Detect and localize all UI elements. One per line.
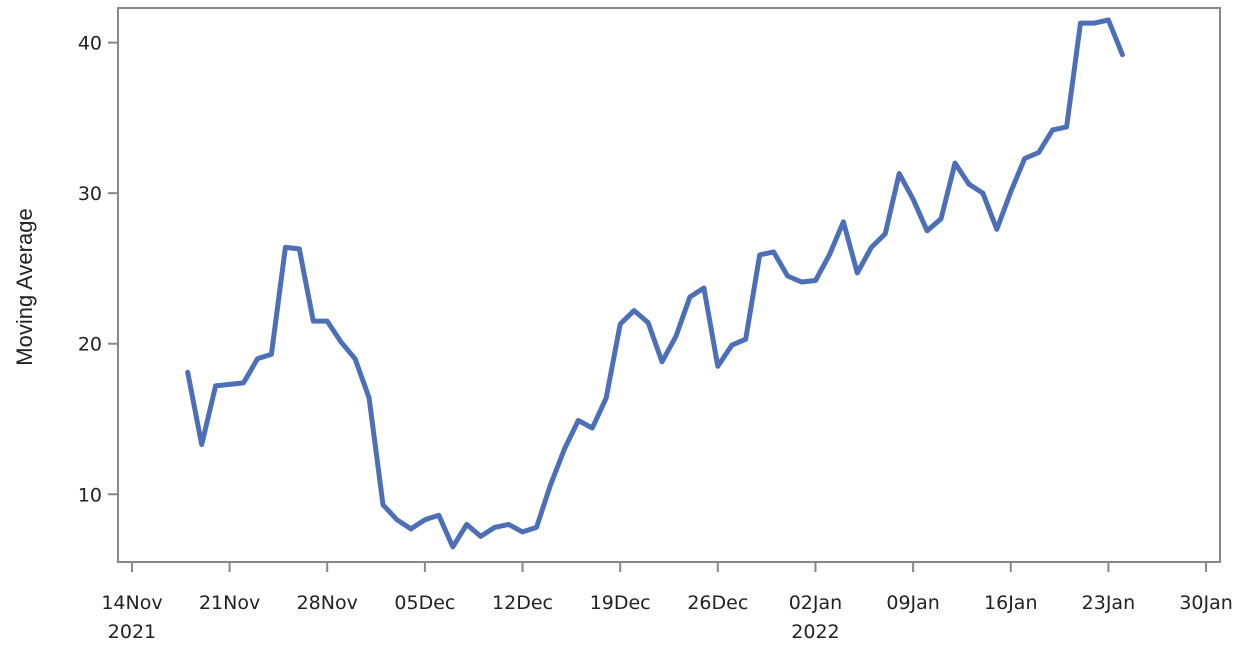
- y-tick-label: 40: [78, 33, 102, 55]
- moving-average-line: [185, 17, 1125, 550]
- x-tick-label: 26Dec: [687, 592, 748, 614]
- x-tick-label: 19Dec: [590, 592, 651, 614]
- x-tick-label: 09Jan: [886, 592, 939, 614]
- x-tick-label: 02Jan: [789, 592, 842, 614]
- y-tick-label: 20: [78, 334, 102, 356]
- x-tick-label: 28Nov: [297, 592, 358, 614]
- x-tick-label: 14Nov: [101, 592, 162, 614]
- y-axis: 10 20 30 40: [78, 33, 118, 506]
- x-tick-label: 12Dec: [492, 592, 553, 614]
- x-tick-label: 16Jan: [984, 592, 1037, 614]
- y-tick-label: 10: [78, 484, 102, 506]
- x-tick-label: 21Nov: [199, 592, 260, 614]
- y-axis-title: Moving Average: [12, 208, 37, 365]
- x-tick-label: 05Dec: [394, 592, 455, 614]
- x-tick-label: 30Jan: [1179, 592, 1232, 614]
- plot-frame: [117, 7, 1221, 563]
- x-tick-year-label: 2021: [108, 621, 156, 643]
- x-tick-label: 23Jan: [1082, 592, 1135, 614]
- x-axis: 14Nov 2021 21Nov 28Nov 05Dec 12Dec 19Dec 26Dec 0…: [101, 562, 1233, 643]
- y-tick-label: 30: [78, 183, 102, 205]
- x-tick-year-label: 2022: [791, 621, 839, 643]
